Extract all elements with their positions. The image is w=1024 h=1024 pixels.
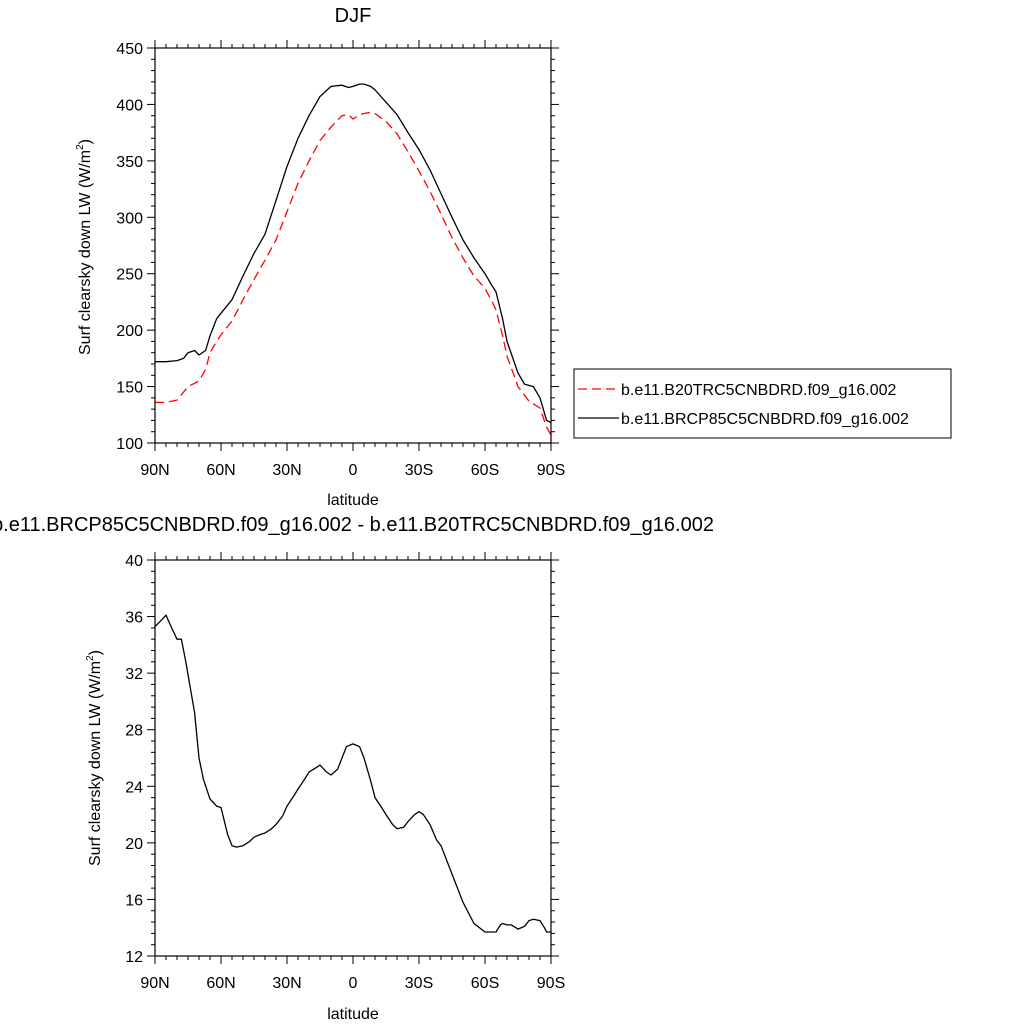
legend-box — [573, 368, 952, 439]
top-y-tick-label: 100 — [116, 436, 143, 453]
bottom-x-axis-label: latitude — [327, 1006, 379, 1023]
top-series-line-1 — [155, 83, 552, 424]
bottom-x-tick-label: 30N — [272, 975, 301, 992]
top-series-group — [155, 83, 552, 436]
top-y-tick-label: 400 — [116, 97, 143, 114]
top-y-tick-label: 200 — [116, 323, 143, 340]
bottom-x-tick-label: 60S — [471, 975, 499, 992]
bottom-x-tick-label: 30S — [405, 975, 433, 992]
top-y-tick-label: 150 — [116, 380, 143, 397]
top-x-tick-label: 0 — [349, 462, 358, 479]
top-series-line-0 — [155, 111, 552, 436]
top-x-tick-label: 90N — [140, 462, 169, 479]
bottom-y-tick-label: 28 — [125, 723, 143, 740]
legend-label-historical: b.e11.B20TRC5CNBDRD.f09_g16.002 — [621, 382, 897, 399]
top-x-tick-label: 30N — [272, 462, 301, 479]
top-x-tick-label: 90S — [537, 462, 565, 479]
top-axis-ticks: 100 150 200 250 300 350 400 450 90N 60N 30N 0 30S 60S… — [116, 40, 565, 479]
top-y-tick-label: 450 — [116, 41, 143, 58]
bottom-x-tick-label: 90S — [537, 975, 565, 992]
top-y-tick-label: 250 — [116, 267, 143, 284]
top-x-tick-label: 60S — [471, 462, 499, 479]
bottom-chart-title: b.e11.BRCP85C5CNBDRD.f09_g16.002 - b.e11… — [0, 514, 714, 536]
legend: b.e11.B20TRC5CNBDRD.f09_g16.002 b.e11.BR… — [573, 368, 952, 439]
top-y-axis-label: Surf clearsky down LW (W/m2) — [75, 139, 94, 355]
bottom-series-line-0 — [154, 614, 551, 933]
bottom-plot-frame — [154, 559, 552, 957]
bottom-y-tick-label: 24 — [125, 779, 143, 796]
bottom-series-group — [154, 614, 551, 933]
bottom-panel: b.e11.BRCP85C5CNBDRD.f09_g16.002 - b.e11… — [0, 514, 714, 1023]
bottom-y-axis-label: Surf clearsky down LW (W/m2) — [85, 650, 104, 866]
bottom-y-tick-label: 12 — [125, 949, 143, 966]
bottom-y-tick-label: 32 — [125, 666, 143, 683]
bottom-y-tick-label: 16 — [125, 892, 143, 909]
top-x-axis-label: latitude — [327, 492, 379, 509]
top-y-tick-label: 350 — [116, 154, 143, 171]
top-panel: DJF latitude Surf clearsky down LW (W/m2… — [75, 5, 565, 509]
top-chart-title: DJF — [335, 5, 372, 27]
bottom-x-tick-label: 60N — [206, 975, 235, 992]
bottom-y-tick-label: 40 — [125, 553, 143, 570]
top-y-tick-label: 300 — [116, 210, 143, 227]
bottom-y-tick-label: 20 — [125, 836, 143, 853]
bottom-x-tick-label: 90N — [140, 975, 169, 992]
bottom-axis-ticks: 12 16 20 24 28 32 36 40 90N 60N 30N 0 30S 60S 90S — [125, 552, 565, 992]
bottom-y-tick-label: 36 — [125, 610, 143, 627]
legend-label-rcp85: b.e11.BRCP85C5CNBDRD.f09_g16.002 — [621, 411, 909, 428]
top-x-tick-label: 60N — [206, 462, 235, 479]
bottom-x-tick-label: 0 — [349, 975, 358, 992]
top-x-tick-label: 30S — [405, 462, 433, 479]
top-plot-frame — [154, 47, 552, 444]
